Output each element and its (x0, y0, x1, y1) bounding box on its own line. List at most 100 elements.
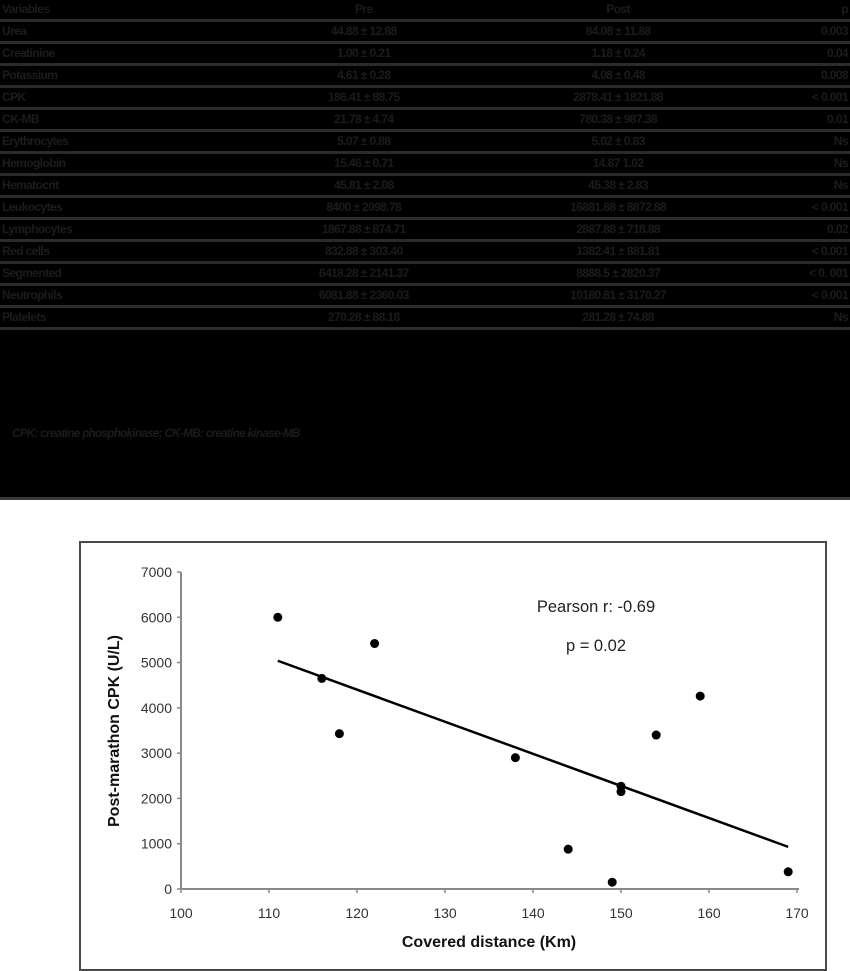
x-tick-label: 100 (169, 905, 193, 921)
cell-pre: 832.88 ± 303.40 (239, 240, 489, 264)
cell-pre: 4.61 ± 0.28 (239, 64, 489, 88)
cell-variable: Lymphocytes (0, 218, 240, 242)
table-row: Urea 44.88 ± 12.88 84.08 ± 11.88 0.003 (0, 20, 850, 44)
table-row: Platelets 270.28 ± 88.18 281.28 ± 74.88 Ns (0, 306, 850, 330)
cell-p-value: 0.04 (747, 42, 850, 66)
cell-p-value: Ns (747, 130, 850, 154)
table-row: Creatinine 1.00 ± 0.21 1.18 ± 0.24 0.04 (0, 42, 850, 66)
cell-p-value: 0.008 (747, 64, 850, 88)
cell-pre: 1.00 ± 0.21 (239, 42, 489, 66)
chart-frame (79, 541, 827, 971)
data-point (317, 673, 327, 683)
cell-p-value: 0.01 (747, 108, 850, 132)
y-tick-label: 3000 (141, 745, 172, 761)
cell-pre: 270.28 ± 88.18 (239, 306, 489, 330)
cell-p-value: Ns (747, 152, 850, 176)
cell-pre: 15.46 ± 0.71 (239, 152, 489, 176)
column-header-variables: Variables (0, 0, 240, 22)
table-row: Red cells 832.88 ± 303.40 1382.41 ± 881.81… (0, 240, 850, 264)
cell-post: 2887.88 ± 718.88 (488, 218, 748, 242)
trend-line (277, 659, 789, 849)
table-footnote: CPK: creatine phosphokinase; CK-MB: crea… (12, 428, 300, 440)
cell-post: 4.08 ± 0.48 (488, 64, 748, 88)
cell-variable: Erythrocytes (0, 130, 240, 154)
y-tick-label: 2000 (141, 790, 172, 806)
cell-post: 5.02 ± 0.83 (488, 130, 748, 154)
x-tick-label: 150 (609, 905, 633, 921)
cell-post: 281.28 ± 74.88 (488, 306, 748, 330)
data-point (695, 691, 705, 701)
cell-variable: Hematocrit (0, 174, 240, 198)
cell-post: 84.08 ± 11.88 (488, 20, 748, 44)
table-row: Segmented 6418.28 ± 2141.37 8888.5 ± 2820.… (0, 262, 850, 286)
results-table: Variables Pre Post p Urea 44.88 ± 12.88 84… (0, 0, 850, 330)
cell-p-value: < 0.001 (747, 196, 850, 220)
table-row: Leukocytes 8400 ± 2098.78 16881.88 ± 8872.… (0, 196, 850, 220)
table-row: Hematocrit 45.81 ± 2.08 45.38 ± 2.83 Ns (0, 174, 850, 198)
y-axis-title: Post-marathon CPK (U/L) (106, 635, 123, 827)
cell-post: 2878.41 ± 1821.88 (488, 86, 748, 110)
y-tick-label: 4000 (141, 700, 172, 716)
column-header-p: p (747, 0, 850, 22)
table-bottom-divider (0, 497, 850, 500)
x-axis: 100 110 120 130 140 150 160 170 (169, 888, 809, 921)
data-point (334, 729, 344, 739)
table-row: Lymphocytes 1867.88 ± 874.71 2887.88 ± 718… (0, 218, 850, 242)
cell-pre: 1867.88 ± 874.71 (239, 218, 489, 242)
table-row: CK-MB 21.78 ± 4.74 780.38 ± 987.38 0.01 (0, 108, 850, 132)
cell-p-value: Ns (747, 306, 850, 330)
cell-post: 780.38 ± 987.38 (488, 108, 748, 132)
cell-p-value: < 0.001 (747, 284, 850, 308)
cell-post: 16881.88 ± 8872.88 (488, 196, 748, 220)
table-body: Urea 44.88 ± 12.88 84.08 ± 11.88 0.003 Creat… (0, 20, 850, 330)
cell-pre: 8400 ± 2098.78 (239, 196, 489, 220)
cell-post: 45.38 ± 2.83 (488, 174, 748, 198)
y-axis: 0 1000 2000 3000 4000 5000 6000 7000 (141, 564, 182, 897)
data-points (273, 612, 793, 887)
data-point (616, 787, 626, 797)
data-point (370, 639, 380, 649)
cell-p-value: < 0.001 (747, 240, 850, 264)
cell-variable: Urea (0, 20, 240, 44)
table-row: Neutrophils 6081.88 ± 2360.03 10180.81 ± 3… (0, 284, 850, 308)
data-point (651, 730, 661, 740)
cell-pre: 6081.88 ± 2360.03 (239, 284, 489, 308)
regression-line (277, 659, 789, 849)
y-tick-label: 5000 (141, 655, 172, 671)
results-table-block: Variables Pre Post p Urea 44.88 ± 12.88 84… (0, 0, 850, 500)
x-tick-label: 160 (697, 905, 721, 921)
cell-pre: 44.88 ± 12.88 (239, 20, 489, 44)
cell-pre: 21.78 ± 4.74 (239, 108, 489, 132)
y-tick-label: 1000 (141, 836, 172, 852)
table-row: Potassium 4.61 ± 0.28 4.08 ± 0.48 0.008 (0, 64, 850, 88)
table-header-row: Variables Pre Post p (0, 0, 850, 22)
cell-pre: 5.07 ± 0.88 (239, 130, 489, 154)
cell-p-value: < 0. 001 (747, 262, 850, 286)
x-tick-label: 120 (345, 905, 369, 921)
pearson-r-annotation: Pearson r: -0.69 (537, 598, 655, 616)
cell-variable: Hemoglobin (0, 152, 240, 176)
cell-post: 1.18 ± 0.24 (488, 42, 748, 66)
column-header-pre: Pre (239, 0, 489, 22)
data-point (783, 867, 793, 877)
cell-variable: Creatinine (0, 42, 240, 66)
cell-pre: 45.81 ± 2.08 (239, 174, 489, 198)
table-row: CPK 186.41 ± 88.75 2878.41 ± 1821.88 < 0.00… (0, 86, 850, 110)
cell-variable: Segmented (0, 262, 240, 286)
cell-variable: Leukocytes (0, 196, 240, 220)
cell-p-value: 0.003 (747, 20, 850, 44)
cell-variable: Platelets (0, 306, 240, 330)
x-axis-title: Covered distance (Km) (402, 934, 576, 951)
x-tick-label: 140 (521, 905, 545, 921)
cell-variable: Red cells (0, 240, 240, 264)
data-point (510, 753, 520, 763)
cell-p-value: 0.02 (747, 218, 850, 242)
cell-p-value: Ns (747, 174, 850, 198)
table-row: Hemoglobin 15.46 ± 0.71 14.87 1.02 Ns (0, 152, 850, 176)
p-value-annotation: p = 0.02 (566, 637, 626, 655)
x-tick-label: 110 (258, 905, 281, 921)
cell-post: 1382.41 ± 881.81 (488, 240, 748, 264)
x-tick-label: 170 (785, 905, 809, 921)
x-tick-label: 130 (433, 905, 457, 921)
